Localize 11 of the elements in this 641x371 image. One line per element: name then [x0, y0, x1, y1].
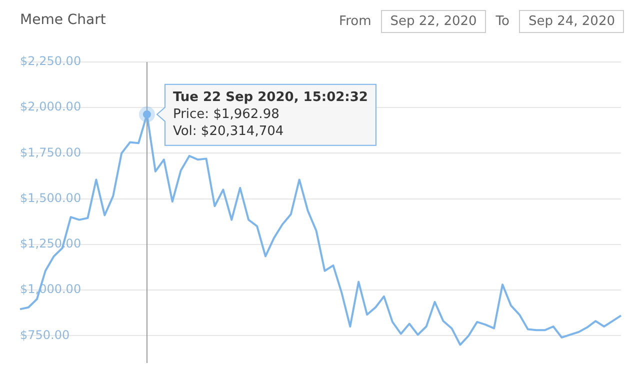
y-tick-label: $1,750.00 — [20, 145, 82, 160]
text: From — [339, 14, 372, 29]
date-field: Sep 24, 2020 — [519, 10, 624, 33]
chart-title: Meme Chart — [20, 12, 106, 28]
y-tick-label: $1,500.00 — [20, 190, 82, 205]
text: To — [496, 14, 510, 29]
y-tick-label: $750.00 — [20, 328, 70, 342]
y-tick-label: $2,250.00 — [20, 54, 82, 68]
y-tick-label: $2,000.00 — [20, 100, 82, 114]
date-field: Sep 22, 2020 — [381, 10, 486, 33]
annotation: Tue 22 Sep 2020, 15:02:32 Price: $1,962.98 Vol: $20,314,704 — [172, 90, 368, 140]
